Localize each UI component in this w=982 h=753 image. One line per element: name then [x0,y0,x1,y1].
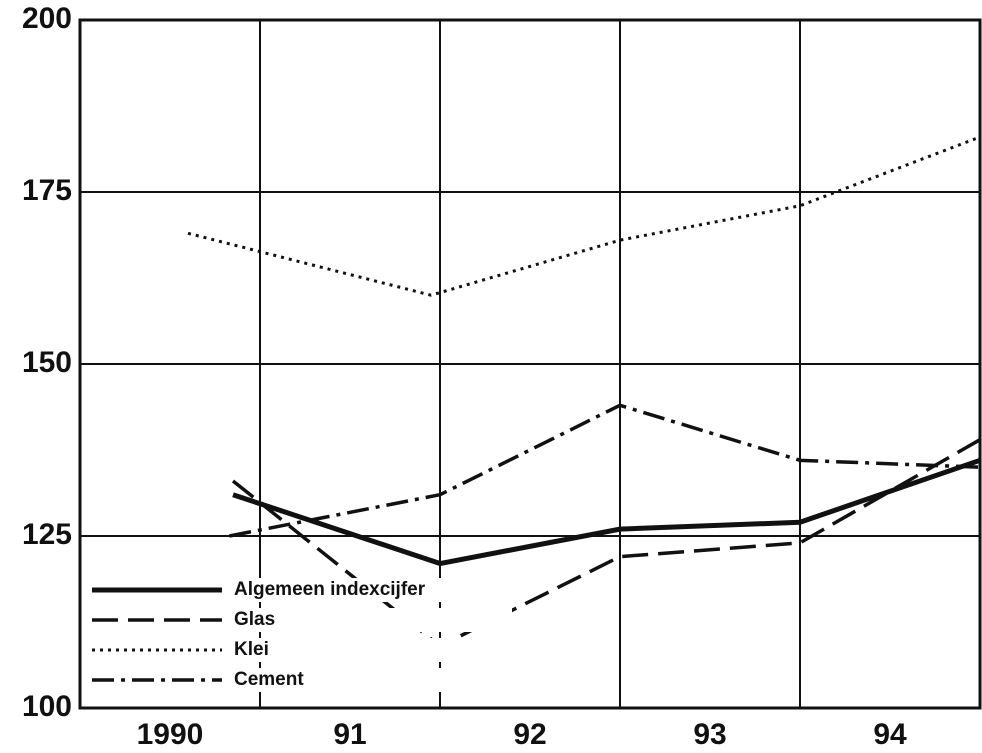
y-tick-label: 100 [22,690,72,723]
x-tick-label: 1990 [137,718,204,751]
x-tick-label: 94 [873,718,907,751]
x-tick-label: 93 [693,718,726,751]
legend-label: Klei [234,639,269,660]
y-tick-label: 175 [22,174,72,207]
legend-bg [227,608,512,632]
y-tick-label: 125 [22,518,72,551]
plot-frame [78,18,982,710]
series-line [187,135,981,297]
legend-label: Algemeen indexcijfer [234,579,426,600]
legend-bg [227,578,512,602]
series-line [229,403,981,538]
y-tick-label: 150 [22,346,72,379]
x-tick-label: 91 [333,718,366,751]
legend-label: Glas [234,609,275,630]
legend-bg [227,638,512,662]
legend-bg [227,668,512,692]
series-line [232,457,981,567]
x-tick-label: 92 [513,718,546,751]
legend-label: Cement [234,669,304,690]
y-tick-label: 200 [22,2,72,35]
